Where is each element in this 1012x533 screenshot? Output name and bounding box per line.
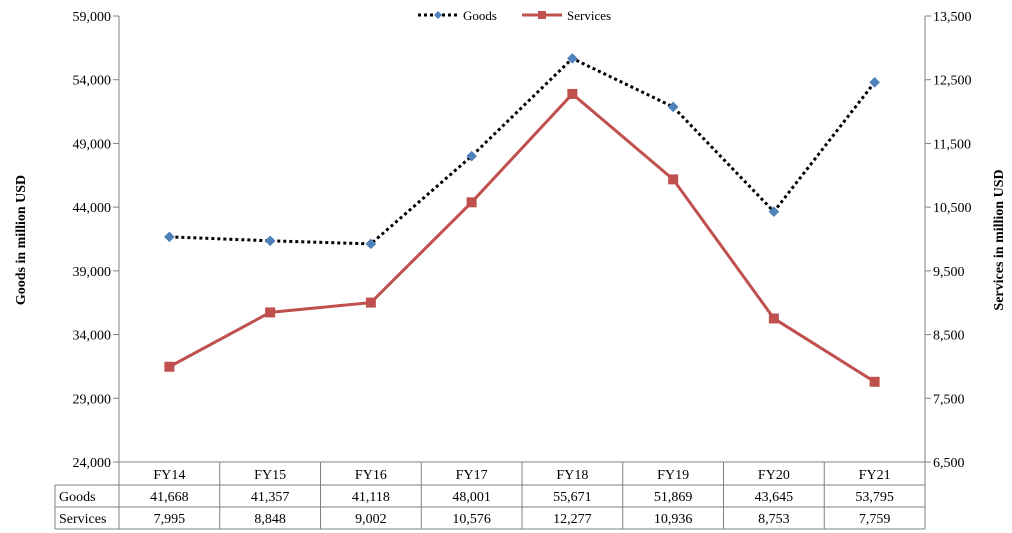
table-cell: 53,795: [855, 490, 894, 505]
table-cell: 55,671: [553, 490, 592, 505]
y-right-tick-label: 7,500: [933, 392, 965, 407]
table-cell: 8,848: [254, 512, 286, 527]
table-cell: 12,277: [553, 512, 592, 527]
table-cell: 7,995: [154, 512, 186, 527]
x-category-label: FY14: [153, 468, 185, 483]
data-point-services: [365, 297, 376, 308]
table-cell: 10,936: [654, 512, 693, 527]
series-line-goods: [169, 56, 876, 246]
data-point-services: [265, 307, 276, 318]
data-point-goods: [869, 76, 880, 88]
legend-label-services: Services: [567, 8, 611, 23]
table-cell: 10,576: [452, 512, 491, 527]
y-right-tick-label: 9,500: [933, 265, 965, 280]
y-right-axis-title: Services in million USD: [992, 169, 1007, 310]
x-category-label: FY20: [758, 468, 790, 483]
x-category-label: FY16: [355, 468, 387, 483]
y-left-tick-label: 39,000: [73, 265, 112, 280]
table-cell: 9,002: [355, 512, 387, 527]
table-cell: 43,645: [755, 490, 794, 505]
table-cell: 7,759: [859, 512, 891, 527]
y-left-tick-label: 24,000: [73, 456, 112, 471]
y-left-tick-label: 49,000: [73, 137, 112, 152]
data-point-services: [567, 88, 578, 99]
data-point-goods: [264, 235, 276, 247]
y-left-tick-label: 34,000: [73, 329, 112, 344]
x-category-label: FY19: [657, 468, 689, 483]
y-right-tick-label: 11,500: [933, 137, 971, 152]
data-point-goods: [164, 231, 175, 243]
table-row-label: Services: [59, 512, 106, 527]
x-category-label: FY21: [859, 468, 891, 483]
x-category-label: FY18: [556, 468, 588, 483]
data-point-goods: [365, 238, 377, 250]
x-category-label: FY17: [456, 468, 488, 483]
data-point-services: [768, 313, 779, 324]
data-point-services: [466, 197, 477, 208]
table-cell: 41,668: [150, 490, 189, 505]
table-cell: 41,118: [352, 490, 390, 505]
data-point-goods: [466, 150, 477, 162]
y-right-tick-label: 12,500: [933, 74, 972, 89]
series-line-services: [168, 91, 876, 384]
data-point-services: [668, 174, 679, 185]
y-left-tick-label: 54,000: [73, 74, 112, 89]
y-right-tick-label: 13,500: [933, 10, 972, 25]
y-right-tick-label: 6,500: [933, 456, 965, 471]
table-cell: 41,357: [251, 490, 290, 505]
y-left-tick-label: 59,000: [73, 10, 112, 25]
y-right-tick-label: 8,500: [933, 329, 965, 344]
data-point-goods: [567, 53, 578, 64]
data-point-services: [869, 376, 880, 387]
table-cell: 51,869: [654, 490, 693, 505]
x-category-label: FY15: [254, 468, 286, 483]
y-left-tick-label: 29,000: [73, 392, 112, 407]
legend-label-goods: Goods: [463, 8, 497, 23]
table-row-label: Goods: [59, 490, 96, 505]
data-point-services: [164, 361, 175, 372]
table-cell: 48,001: [452, 490, 491, 505]
y-right-tick-label: 10,500: [933, 201, 972, 216]
legend-marker-services: [538, 11, 546, 19]
data-point-goods: [667, 101, 679, 113]
legend-marker-goods: [434, 11, 442, 19]
y-left-axis-title: Goods in million USD: [14, 175, 29, 305]
y-left-tick-label: 44,000: [73, 201, 112, 216]
table-cell: 8,753: [758, 512, 790, 527]
data-point-goods: [768, 206, 780, 218]
